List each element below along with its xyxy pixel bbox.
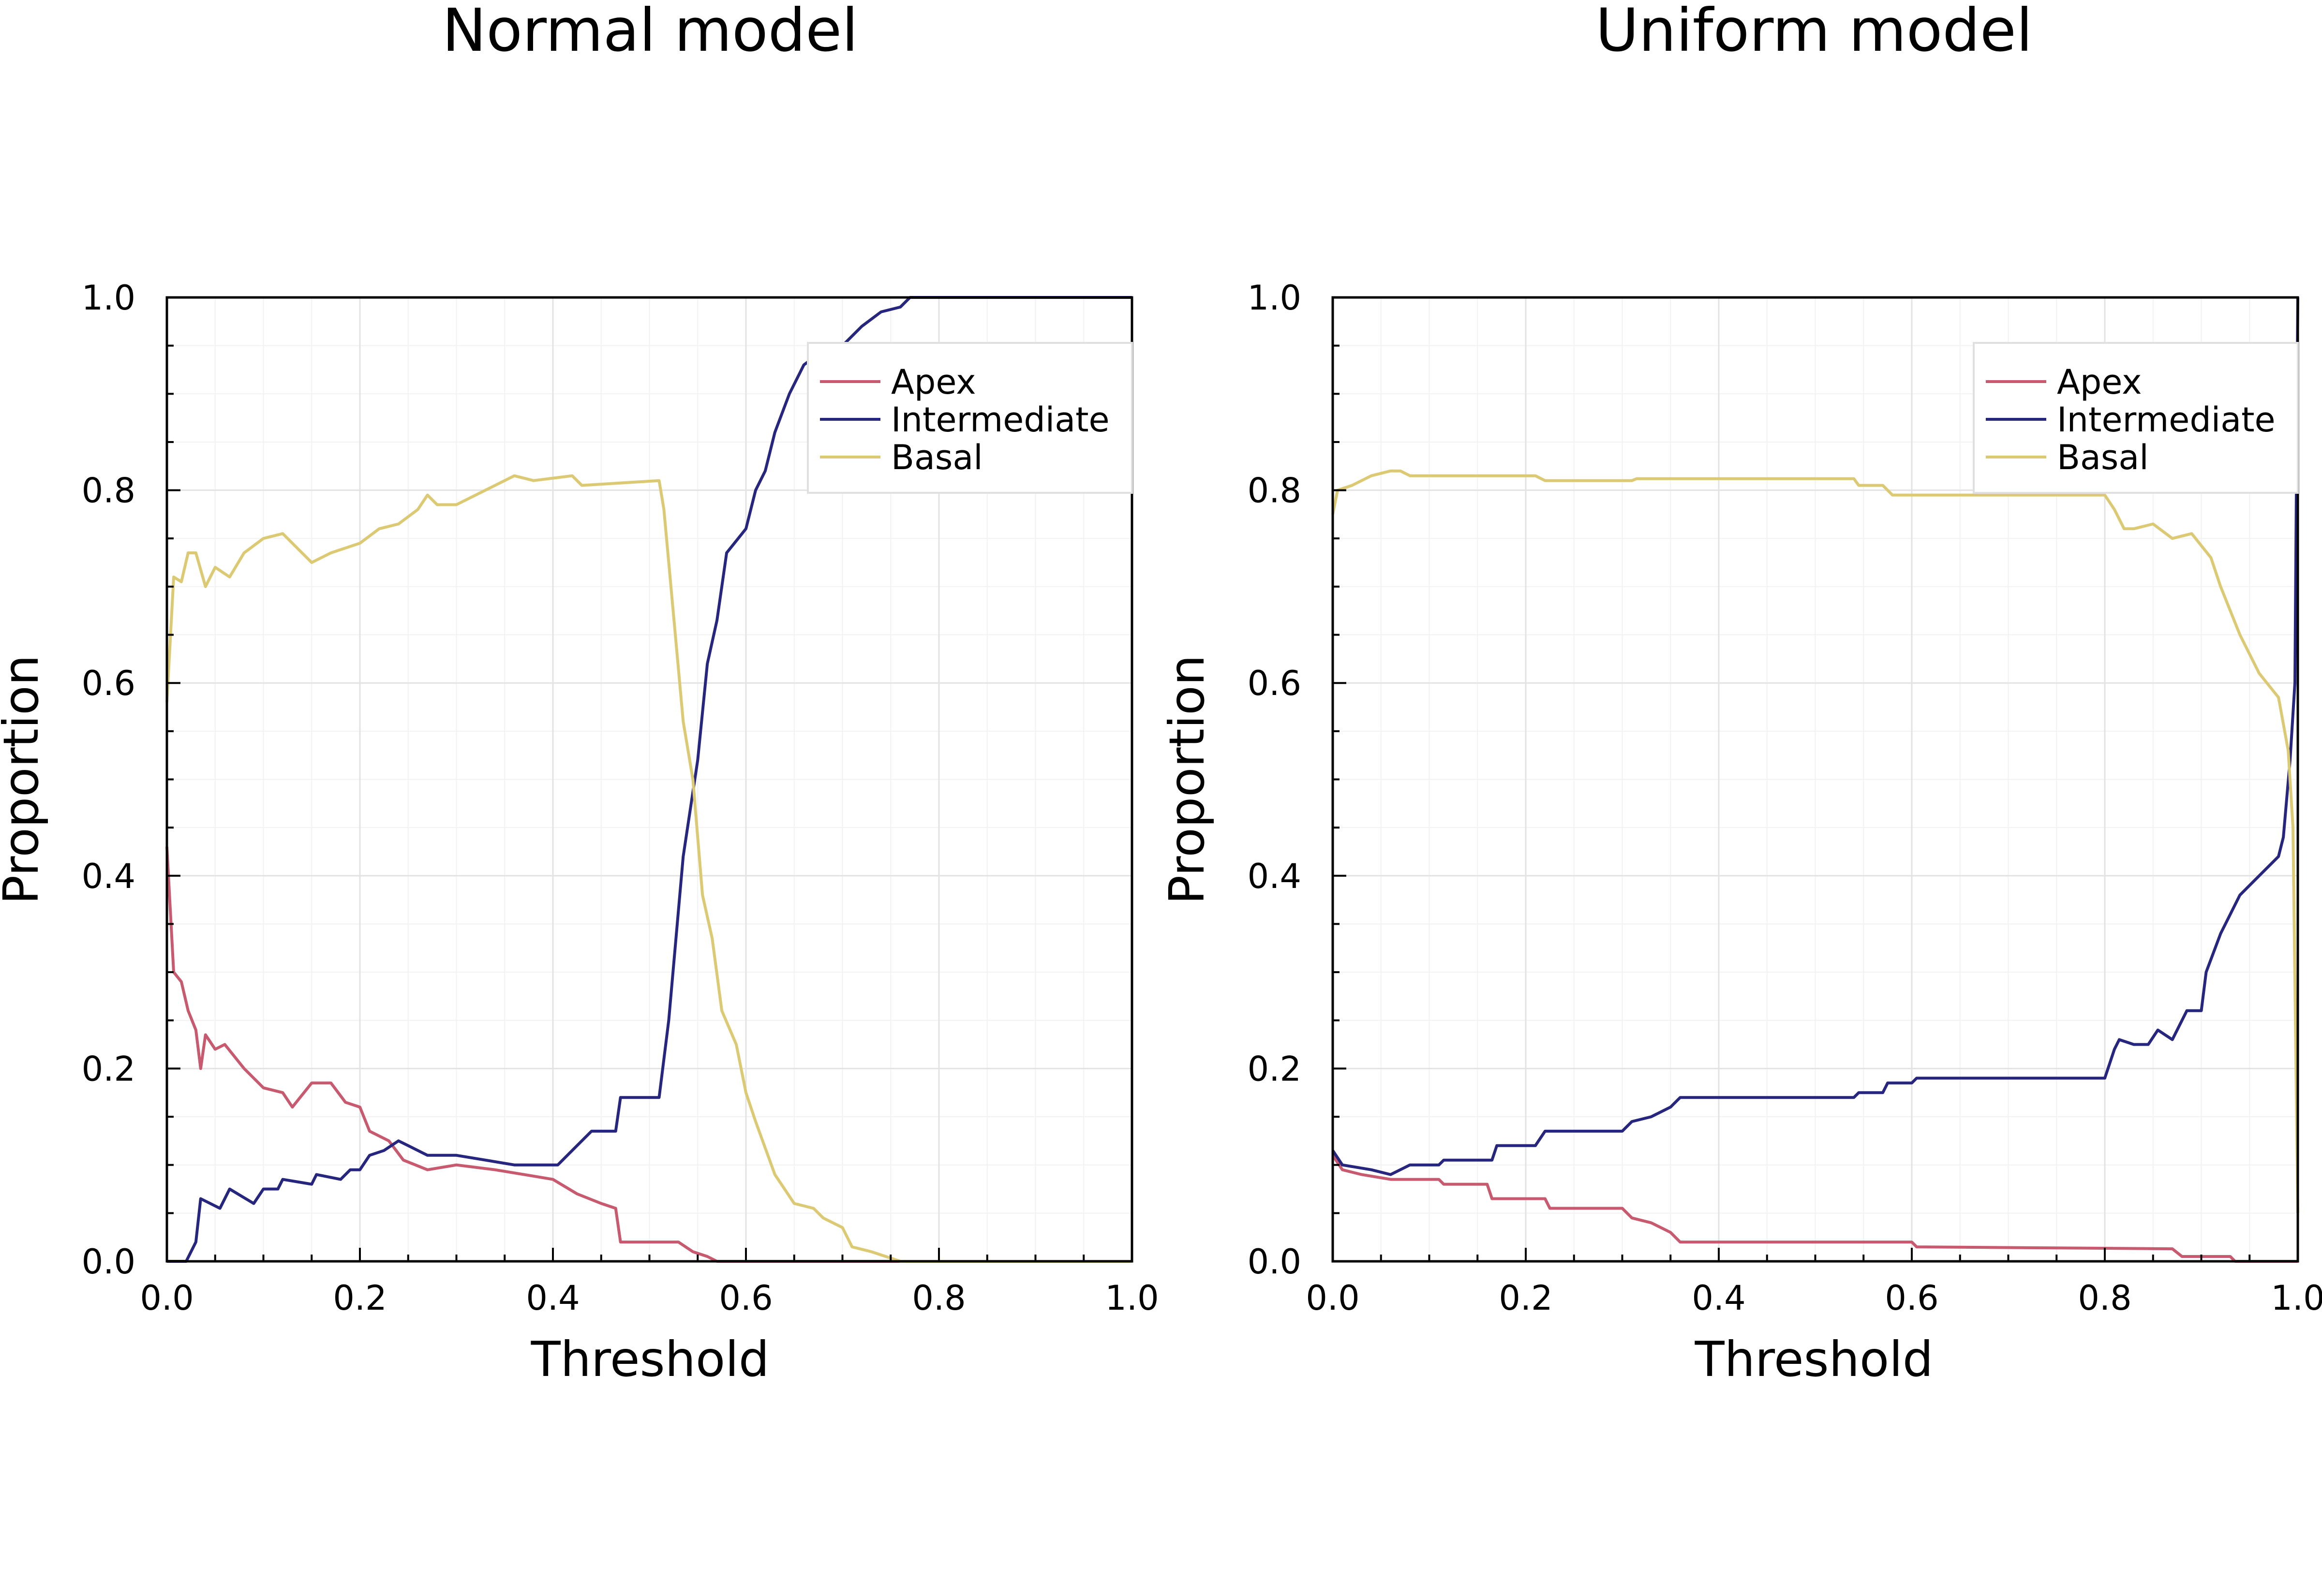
y-tick-label: 0.4 [82, 857, 135, 896]
x-tick-label: 0.4 [1692, 1278, 1745, 1318]
y-axis-label: Proportion [1159, 655, 1215, 904]
chart-title: Normal model [442, 0, 858, 65]
y-tick-label: 0.8 [82, 471, 135, 511]
x-tick-label: 0.2 [1499, 1278, 1552, 1318]
x-tick-label: 1.0 [1105, 1278, 1159, 1318]
x-tick-label: 0.0 [140, 1278, 194, 1318]
x-tick-label: 0.6 [719, 1278, 773, 1318]
x-tick-label: 0.6 [1885, 1278, 1938, 1318]
series-line-basal [1331, 469, 2299, 1213]
y-tick-label: 0.8 [1248, 471, 1301, 511]
series-line-apex [1331, 1154, 2298, 1263]
series-line-intermediate [1331, 297, 2299, 1176]
chart-title: Uniform model [1595, 0, 2033, 65]
x-axis-label: Threshold [1695, 1331, 1934, 1388]
legend-label-apex: Apex [891, 362, 976, 402]
legend-label-basal: Basal [891, 438, 983, 477]
y-tick-label: 0.0 [82, 1242, 135, 1282]
x-tick-label: 0.4 [526, 1278, 580, 1318]
y-tick-label: 1.0 [1248, 278, 1301, 318]
y-tick-label: 0.6 [1248, 664, 1301, 703]
x-tick-label: 0.8 [912, 1278, 966, 1318]
x-tick-label: 1.0 [2271, 1278, 2322, 1318]
y-tick-label: 0.4 [1248, 857, 1301, 896]
y-tick-label: 0.2 [82, 1049, 135, 1089]
legend-label-apex: Apex [2057, 362, 2142, 402]
legend-label-basal: Basal [2057, 438, 2149, 477]
y-tick-label: 1.0 [82, 278, 135, 318]
series-line-basal [165, 474, 1132, 1263]
y-axis-label: Proportion [0, 655, 49, 904]
legend-label-intermediate: Intermediate [2057, 400, 2276, 440]
y-tick-label: 0.6 [82, 664, 135, 703]
chart-panel-uniform-model: Uniform model 0.0 0.2 0.4 0.6 0.8 1.0 0.0 0.2 0.… [1159, 0, 2322, 1388]
x-tick-label: 0.0 [1306, 1278, 1359, 1318]
x-axis-label: Threshold [531, 1331, 770, 1388]
y-tick-label: 0.0 [1248, 1242, 1301, 1282]
y-tick-label: 0.2 [1248, 1049, 1301, 1089]
chart-panel-normal-model: Normal model 0.0 0.2 0.4 0.6 0.8 1.0 0.0 0.2 0.4… [0, 0, 1159, 1388]
plot-area: 0.0 0.2 0.4 0.6 0.8 1.0 0.0 0.2 0.4 0.6 0.8 1.0 [82, 278, 1159, 1318]
legend-label-intermediate: Intermediate [891, 400, 1110, 440]
x-tick-label: 0.8 [2078, 1278, 2131, 1318]
x-tick-label: 0.2 [333, 1278, 387, 1318]
series-line-intermediate [167, 296, 1132, 1263]
series-line-apex [165, 846, 1132, 1263]
